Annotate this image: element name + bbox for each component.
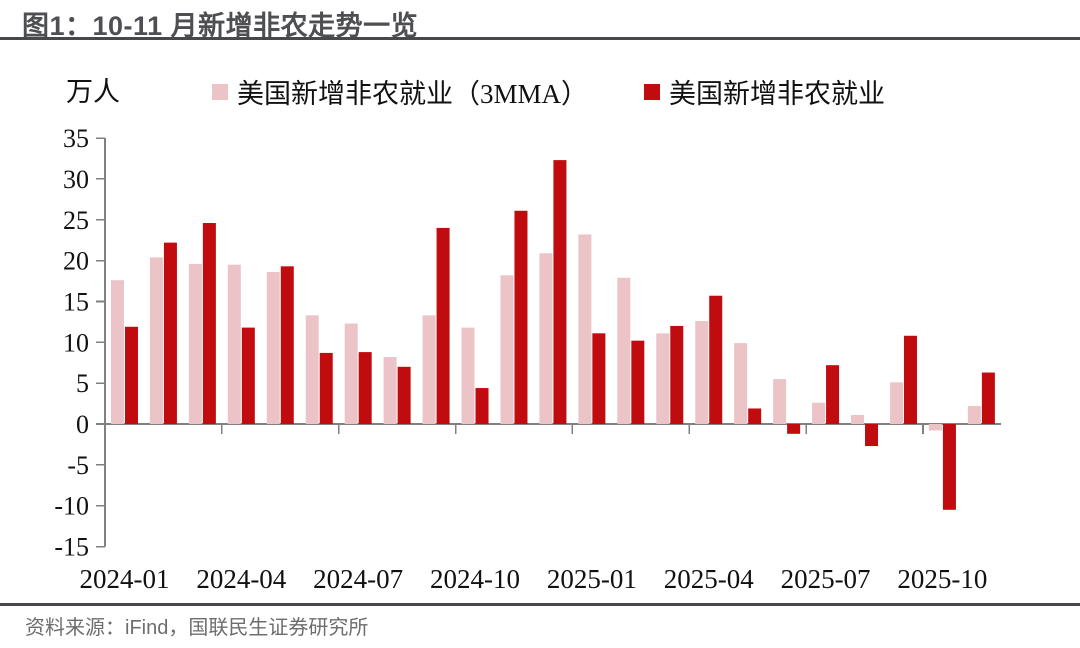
y-tick-label: 20: [63, 247, 89, 276]
source-note: 资料来源：iFind，国联民生证券研究所: [25, 617, 369, 639]
legend-item-3mma: 美国新增非农就业（3MMA）: [212, 72, 588, 111]
x-tick-label: 2024-10: [430, 564, 520, 594]
legend-label-3mma: 美国新增非农就业（3MMA）: [237, 79, 589, 109]
bar-nfp-2024-05: [280, 266, 294, 424]
x-tick-label: 2024-01: [79, 564, 169, 594]
x-tick-label: 2025-04: [664, 564, 754, 594]
bar-3mma-2024-10: [461, 327, 475, 424]
bar-3mma-2024-08: [383, 357, 397, 424]
bar-nfp-2024-04: [241, 327, 255, 424]
bar-nfp-2024-11: [514, 210, 528, 424]
bar-3mma-2025-02: [617, 277, 631, 424]
y-tick-label: 0: [76, 410, 89, 439]
bar-3mma-2025-05: [734, 343, 748, 424]
legend-label-nfp: 美国新增非农就业: [669, 79, 885, 109]
x-tick-label: 2024-04: [196, 564, 286, 594]
y-axis-unit-label: 万人: [66, 77, 120, 107]
bar-3mma-2025-01: [578, 234, 592, 424]
bar-3mma-2025-03: [656, 333, 670, 424]
bar-nfp-2025-07: [826, 365, 840, 424]
bar-3mma-2024-01: [110, 280, 124, 424]
y-tick-label: 15: [63, 287, 89, 316]
bar-3mma-2024-09: [422, 315, 436, 424]
bar-3mma-2024-04: [227, 264, 241, 424]
legend-swatch-3mma: [212, 83, 228, 100]
bar-nfp-2024-12: [553, 160, 567, 424]
bar-nfp-2025-01: [592, 333, 606, 424]
bar-3mma-2025-04: [695, 321, 709, 424]
y-tick-label: -15: [54, 533, 89, 562]
y-tick-label: -5: [67, 451, 89, 480]
bar-3mma-2024-06: [305, 315, 319, 424]
bar-3mma-2024-11: [500, 275, 514, 424]
bar-nfp-2024-08: [397, 366, 411, 424]
legend-swatch-nfp: [644, 83, 660, 100]
bar-3mma-2025-08: [851, 415, 865, 424]
x-tick-label: 2025-10: [897, 564, 987, 594]
bar-nfp-2025-04: [709, 295, 723, 424]
bar-nfp-2025-06: [787, 424, 801, 434]
title-divider: [0, 37, 1080, 40]
bar-3mma-2025-11: [967, 406, 981, 424]
bar-nfp-2025-10: [942, 424, 956, 510]
bar-3mma-2024-02: [149, 257, 163, 424]
bar-nfp-2025-11: [981, 372, 995, 424]
bar-3mma-2024-05: [266, 272, 280, 424]
bar-3mma-2025-10: [928, 424, 942, 431]
bar-nfp-2025-09: [903, 335, 917, 424]
bar-nfp-2024-10: [475, 388, 489, 424]
bar-nfp-2025-03: [670, 325, 684, 424]
y-tick-label: 5: [76, 369, 89, 398]
x-tick-label: 2025-01: [547, 564, 637, 594]
footer-divider: [0, 603, 1080, 606]
bar-nfp-2024-03: [202, 223, 216, 424]
bar-3mma-2025-07: [812, 402, 826, 424]
y-tick-label: -10: [54, 492, 89, 521]
bar-nfp-2025-02: [631, 340, 645, 424]
bar-3mma-2024-07: [344, 323, 358, 424]
bar-nfp-2025-08: [865, 424, 879, 447]
bar-nfp-2024-07: [358, 352, 372, 424]
x-tick-label: 2025-07: [781, 564, 871, 594]
bar-nfp-2024-02: [163, 242, 177, 424]
y-tick-label: 35: [63, 124, 89, 153]
bar-nfp-2024-09: [436, 227, 450, 424]
bar-3mma-2025-06: [773, 379, 787, 424]
x-tick-label: 2024-07: [313, 564, 403, 594]
legend-item-nfp: 美国新增非农就业: [644, 72, 885, 111]
figure-title: 图1：10-11 月新增非农走势一览: [22, 11, 419, 41]
bar-3mma-2025-09: [889, 382, 903, 424]
y-tick-label: 25: [63, 206, 89, 235]
bar-nfp-2025-05: [748, 408, 762, 424]
bar-3mma-2024-03: [188, 263, 202, 424]
bar-nfp-2024-06: [319, 352, 333, 424]
y-tick-label: 30: [63, 165, 89, 194]
y-tick-label: 10: [63, 328, 89, 357]
bar-nfp-2024-01: [124, 326, 138, 424]
bar-3mma-2024-12: [539, 253, 553, 424]
